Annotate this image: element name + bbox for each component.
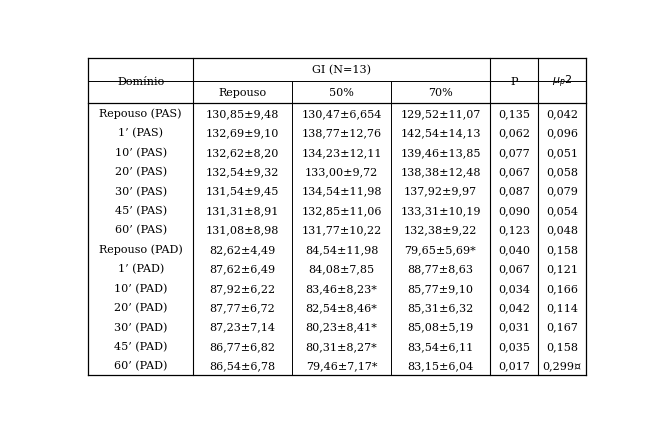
Text: 133,00±9,72: 133,00±9,72 [305, 167, 378, 177]
Text: 0,067: 0,067 [498, 264, 530, 274]
Text: 45’ (PAD): 45’ (PAD) [114, 341, 167, 351]
Text: 0,042: 0,042 [546, 109, 578, 119]
Text: GI (N=13): GI (N=13) [312, 65, 371, 75]
Text: 0,054: 0,054 [546, 206, 578, 215]
Text: 0,035: 0,035 [498, 341, 530, 351]
Text: 84,08±7,85: 84,08±7,85 [309, 264, 374, 274]
Text: 85,77±9,10: 85,77±9,10 [407, 283, 474, 293]
Text: 30’ (PAD): 30’ (PAD) [114, 322, 167, 332]
Text: 0,087: 0,087 [498, 186, 530, 196]
Text: 0,031: 0,031 [498, 322, 530, 332]
Text: 20’ (PAD): 20’ (PAD) [114, 302, 167, 313]
Text: 1’ (PAS): 1’ (PAS) [118, 128, 163, 138]
Text: 131,54±9,45: 131,54±9,45 [206, 186, 279, 196]
Text: 0,114: 0,114 [546, 303, 578, 313]
Text: 0,062: 0,062 [498, 128, 530, 138]
Text: Domínio: Domínio [117, 77, 164, 86]
Text: 80,23±8,41*: 80,23±8,41* [305, 322, 378, 332]
Text: 60’ (PAD): 60’ (PAD) [114, 361, 167, 371]
Text: 20’ (PAS): 20’ (PAS) [114, 167, 166, 177]
Text: 131,08±8,98: 131,08±8,98 [206, 225, 279, 235]
Text: 86,54±6,78: 86,54±6,78 [209, 361, 276, 371]
Text: 0,158: 0,158 [546, 341, 578, 351]
Text: 88,77±8,63: 88,77±8,63 [407, 264, 474, 274]
Text: 0,166: 0,166 [546, 283, 578, 293]
Text: 0,067: 0,067 [498, 167, 530, 177]
Text: 80,31±8,27*: 80,31±8,27* [305, 341, 377, 351]
Text: 131,77±10,22: 131,77±10,22 [301, 225, 382, 235]
Text: P: P [510, 77, 518, 86]
Text: 0,051: 0,051 [546, 147, 578, 157]
Text: 130,47±6,654: 130,47±6,654 [301, 109, 382, 119]
Text: 0,299¤: 0,299¤ [542, 361, 582, 371]
Text: 0,040: 0,040 [498, 244, 530, 255]
Text: 139,46±13,85: 139,46±13,85 [400, 147, 481, 157]
Text: $\mu_p2$: $\mu_p2$ [552, 73, 572, 89]
Text: 138,38±12,48: 138,38±12,48 [400, 167, 481, 177]
Text: 0,048: 0,048 [546, 225, 578, 235]
Text: 30’ (PAS): 30’ (PAS) [114, 186, 166, 197]
Text: 10’ (PAD): 10’ (PAD) [114, 283, 167, 293]
Text: 132,85±11,06: 132,85±11,06 [301, 206, 382, 215]
Text: 132,62±8,20: 132,62±8,20 [206, 147, 279, 157]
Text: 0,058: 0,058 [546, 167, 578, 177]
Text: 133,31±10,19: 133,31±10,19 [400, 206, 481, 215]
Text: Repouso (PAS): Repouso (PAS) [99, 108, 182, 119]
Text: 138,77±12,76: 138,77±12,76 [301, 128, 382, 138]
Text: 85,31±6,32: 85,31±6,32 [407, 303, 474, 313]
Text: 85,08±5,19: 85,08±5,19 [407, 322, 474, 332]
Text: 130,85±9,48: 130,85±9,48 [206, 109, 279, 119]
Text: 87,77±6,72: 87,77±6,72 [210, 303, 275, 313]
Text: 142,54±14,13: 142,54±14,13 [400, 128, 481, 138]
Text: 87,62±6,49: 87,62±6,49 [209, 264, 276, 274]
Text: 79,65±5,69*: 79,65±5,69* [405, 244, 476, 255]
Text: 129,52±11,07: 129,52±11,07 [400, 109, 480, 119]
Text: 83,46±8,23*: 83,46±8,23* [305, 283, 378, 293]
Text: 0,077: 0,077 [498, 147, 530, 157]
Text: 137,92±9,97: 137,92±9,97 [404, 186, 477, 196]
Text: 131,31±8,91: 131,31±8,91 [206, 206, 279, 215]
Text: 87,23±7,14: 87,23±7,14 [209, 322, 276, 332]
Text: 83,15±6,04: 83,15±6,04 [407, 361, 474, 371]
Text: 0,079: 0,079 [546, 186, 578, 196]
Text: 0,158: 0,158 [546, 244, 578, 255]
Text: 83,54±6,11: 83,54±6,11 [407, 341, 474, 351]
Text: 60’ (PAS): 60’ (PAS) [114, 225, 166, 235]
Text: 0,042: 0,042 [498, 303, 530, 313]
Text: 10’ (PAS): 10’ (PAS) [114, 147, 166, 157]
Text: 84,54±11,98: 84,54±11,98 [305, 244, 378, 255]
Text: 86,77±6,82: 86,77±6,82 [209, 341, 276, 351]
Text: 79,46±7,17*: 79,46±7,17* [306, 361, 377, 371]
Text: 82,54±8,46*: 82,54±8,46* [305, 303, 378, 313]
Text: 70%: 70% [428, 88, 453, 98]
Text: 1’ (PAD): 1’ (PAD) [118, 264, 164, 274]
Text: 132,69±9,10: 132,69±9,10 [206, 128, 279, 138]
Text: 0,123: 0,123 [498, 225, 530, 235]
Text: 50%: 50% [329, 88, 354, 98]
Text: 132,54±9,32: 132,54±9,32 [206, 167, 279, 177]
Text: 0,090: 0,090 [498, 206, 530, 215]
Text: 0,017: 0,017 [498, 361, 530, 371]
Text: 0,167: 0,167 [546, 322, 578, 332]
Text: 45’ (PAS): 45’ (PAS) [114, 206, 166, 216]
Text: 87,92±6,22: 87,92±6,22 [209, 283, 276, 293]
Text: 134,54±11,98: 134,54±11,98 [301, 186, 382, 196]
Text: 0,135: 0,135 [498, 109, 530, 119]
Text: 132,38±9,22: 132,38±9,22 [404, 225, 477, 235]
Text: 0,096: 0,096 [546, 128, 578, 138]
Text: Repouso: Repouso [218, 88, 266, 98]
Text: Repouso (PAD): Repouso (PAD) [99, 244, 182, 255]
Text: 134,23±12,11: 134,23±12,11 [301, 147, 382, 157]
Text: 82,62±4,49: 82,62±4,49 [209, 244, 276, 255]
Text: 0,121: 0,121 [546, 264, 578, 274]
Text: 0,034: 0,034 [498, 283, 530, 293]
